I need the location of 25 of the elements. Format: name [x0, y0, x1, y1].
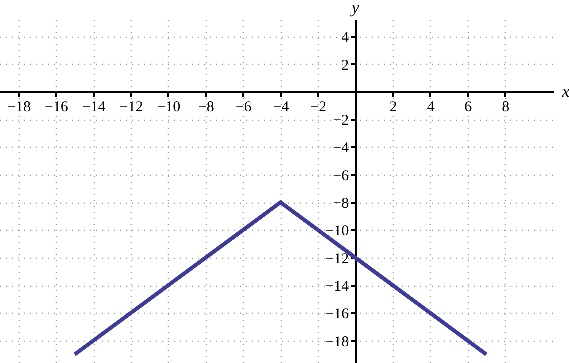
- y-tick-label: −2: [333, 113, 350, 130]
- x-tick-label: 6: [464, 99, 473, 116]
- y-tick-label: −4: [333, 140, 350, 157]
- x-tick-label: −6: [236, 99, 252, 116]
- x-tick-label: 4: [427, 99, 436, 116]
- x-tick-label: −16: [44, 99, 69, 116]
- x-tick-label: −14: [82, 99, 106, 116]
- x-tick-label: −12: [120, 99, 144, 116]
- y-tick-label: −16: [326, 306, 350, 323]
- y-tick-label: −14: [326, 279, 350, 296]
- y-tick-label: −6: [333, 168, 350, 184]
- x-tick-label: 8: [502, 99, 510, 116]
- x-tick-label: −18: [7, 99, 31, 116]
- y-tick-label: −12: [326, 251, 350, 268]
- y-tick-label: −10: [326, 224, 350, 240]
- y-axis-title: y: [350, 0, 360, 17]
- y-tick-label: 2: [342, 58, 350, 74]
- y-tick-label: −18: [326, 334, 350, 350]
- x-tick-label: −2: [310, 99, 327, 116]
- x-tick-label: −8: [198, 99, 214, 116]
- y-tick-label: 4: [342, 30, 350, 46]
- x-tick-label: 2: [390, 99, 398, 116]
- y-tick-label: −8: [333, 196, 350, 212]
- x-tick-label: −10: [157, 99, 181, 116]
- x-tick-label: −4: [273, 99, 290, 116]
